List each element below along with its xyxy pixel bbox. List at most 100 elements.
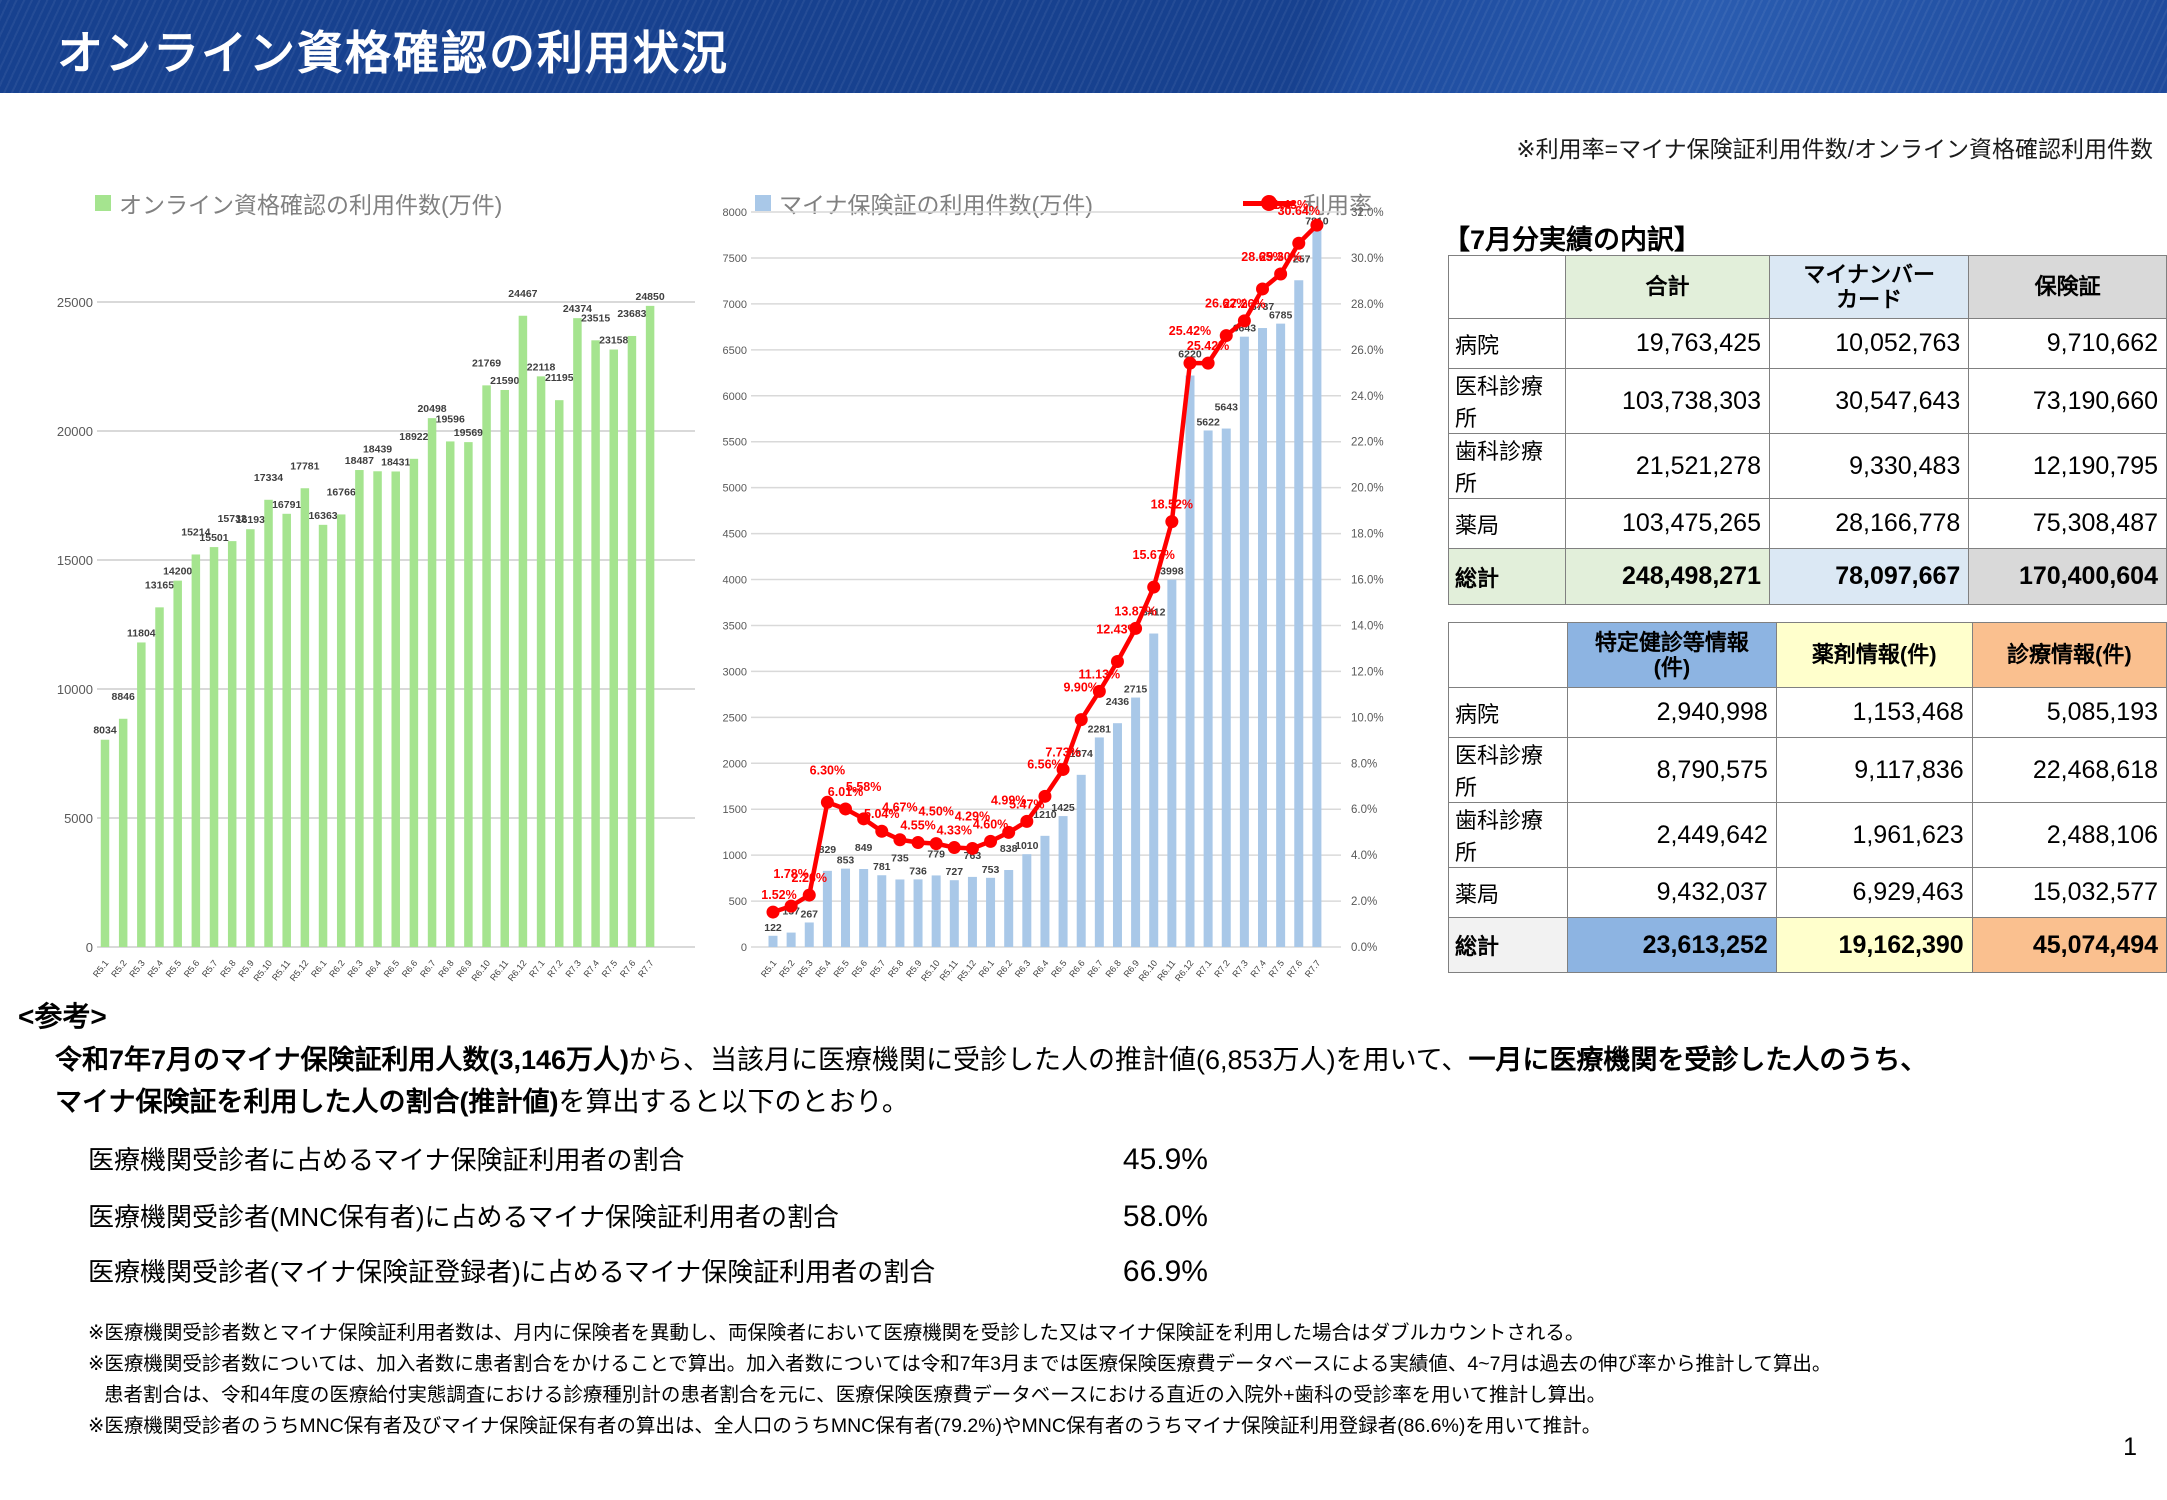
- row-label: 歯科診療所: [1447, 433, 1567, 499]
- rate-marker: [1165, 515, 1179, 529]
- bar-value-label: 1210: [1033, 809, 1057, 821]
- x-axis-tick-label: R6.10: [1137, 958, 1160, 983]
- y-axis-right-tick-label: 4.0%: [1351, 850, 1377, 862]
- rate-value-label: 1.52%: [761, 888, 796, 902]
- bar-value-label: 16766: [327, 486, 356, 498]
- y-axis-left-tick-label: 1000: [723, 850, 747, 862]
- bar-myna-usage: [1239, 336, 1249, 947]
- bar-myna-usage: [1276, 323, 1286, 947]
- bar-value-label: 3998: [1160, 566, 1184, 578]
- rate-value-label: 29.30%: [1259, 250, 1301, 264]
- x-axis-tick-label: R6.5: [382, 958, 402, 979]
- y-axis-tick-label: 20000: [57, 424, 93, 439]
- bar-value-label: 15214: [181, 526, 210, 538]
- x-axis-tick-label: R5.10: [919, 958, 942, 983]
- rate-marker: [1292, 236, 1306, 250]
- y-axis-right-tick-label: 22.0%: [1351, 437, 1384, 449]
- x-axis-tick-label: R7.7: [1303, 958, 1323, 979]
- ratio-value: 58.0%: [1122, 1200, 1208, 1233]
- col-header-checkup-info: 特定健診等情報 (件): [1567, 622, 1777, 688]
- table-row: 歯科診療所 2,449,642 1,961,623 2,488,106: [1447, 802, 2167, 868]
- online-confirmation-bar-chart: 0 5000 10000 15000 20000 25000 8034 8846 11804 13…: [57, 288, 695, 983]
- bar-online-confirmations: [246, 529, 255, 947]
- cell-value: 75,308,487: [1968, 498, 2167, 549]
- ratio-label: 医療機関受診者(マイナ保険証登録者)に占めるマイナ保険証利用者の割合: [88, 1257, 936, 1287]
- bar-myna-usage: [786, 932, 796, 947]
- rate-marker: [929, 837, 943, 851]
- x-axis-tick-label: R5.1: [759, 958, 779, 979]
- row-label: 病院: [1447, 687, 1569, 738]
- rate-value-label: 6.30%: [810, 763, 845, 777]
- header-stripes: [0, 0, 2167, 93]
- x-axis-tick-label: R6.6: [1067, 958, 1087, 979]
- x-axis-tick-label: R7.5: [1267, 958, 1287, 979]
- rate-marker: [820, 795, 834, 809]
- bar-myna-usage: [1258, 328, 1268, 947]
- breakdown-title: 【7月分実績の内訳】: [1443, 225, 1702, 255]
- x-axis-tick-label: R7.6: [1285, 958, 1305, 979]
- x-axis-tick-label: R5.12: [955, 958, 978, 983]
- footnote: 患者割合は、令和4年度の医療給付実態調査における診療種別計の患者割合を元に、医療…: [104, 1384, 1607, 1406]
- bar-value-label: 8034: [93, 725, 117, 737]
- rate-marker: [766, 905, 780, 919]
- rate-marker: [839, 802, 853, 816]
- bar-value-label: 853: [837, 855, 855, 867]
- bar-myna-usage: [1312, 229, 1322, 948]
- bar-value-label: 23158: [599, 335, 628, 347]
- row-label: 医科診療所: [1447, 737, 1569, 803]
- bar-value-label: 1425: [1051, 802, 1075, 814]
- bar-myna-usage: [804, 922, 814, 947]
- page-number: 1: [2123, 1433, 2137, 1461]
- cell-value: 73,190,660: [1968, 368, 2167, 434]
- bar-myna-usage: [841, 868, 851, 947]
- bar-online-confirmations: [336, 514, 346, 947]
- x-axis-tick-label: R5.7: [200, 958, 220, 979]
- table-row: 薬局 9,432,037 6,929,463 15,032,577: [1447, 867, 2167, 918]
- x-axis-tick-label: R6.1: [977, 958, 997, 979]
- x-axis-tick-label: R7.3: [563, 958, 583, 979]
- x-axis-tick-label: R6.10: [469, 958, 492, 983]
- x-axis-tick-label: R5.4: [145, 958, 165, 979]
- total-value: 19,162,390: [1775, 917, 1973, 973]
- col-header-mynumber-card: マイナンバー カード: [1768, 255, 1970, 319]
- bar-value-label: 753: [982, 864, 1000, 876]
- bar-online-confirmations: [282, 513, 291, 947]
- y-axis-right-tick-label: 0.0%: [1351, 942, 1377, 954]
- header-bar: [0, 0, 2167, 93]
- table-row: 医科診療所 8,790,575 9,117,836 22,468,618: [1447, 737, 2167, 803]
- x-axis-tick-label: R7.4: [1248, 958, 1268, 979]
- bar-online-confirmations: [155, 607, 164, 947]
- bar-value-label: 8846: [111, 691, 135, 703]
- bar-value-label: 15732: [218, 513, 247, 525]
- bar-value-label: 736: [909, 865, 927, 877]
- rate-value-label: 11.13%: [1078, 667, 1120, 681]
- bar-online-confirmations: [318, 524, 328, 947]
- rate-value-label: 1.78%: [773, 867, 808, 881]
- bar-online-confirmations: [118, 718, 128, 947]
- y-axis-right-tick-label: 20.0%: [1351, 483, 1384, 495]
- y-axis-left-tick-label: 2000: [723, 758, 747, 770]
- bar-value-label: 21769: [472, 357, 501, 369]
- cell-value: 103,475,265: [1565, 498, 1770, 549]
- ratio-value: 66.9%: [1122, 1255, 1208, 1288]
- corner-cell: [1447, 255, 1567, 319]
- bar-value-label: 267: [800, 908, 818, 920]
- y-axis-right-tick-label: 26.0%: [1351, 345, 1384, 357]
- y-axis-left-tick-label: 7500: [723, 253, 747, 265]
- bar-online-confirmations: [445, 441, 455, 947]
- bar-value-label: 19596: [436, 413, 465, 425]
- cell-value: 28,166,778: [1768, 498, 1970, 549]
- rate-marker: [784, 899, 798, 913]
- x-axis-tick-label: R5.1: [91, 958, 111, 979]
- intro-bold-3: マイナ保険証を利用した人の割合(推計値): [55, 1087, 559, 1117]
- bar-value-label: 22118: [527, 361, 556, 373]
- x-axis-tick-label: R7.3: [1230, 958, 1250, 979]
- legend-line-label: 利用率: [1303, 192, 1372, 218]
- x-axis-tick-label: R6.4: [1031, 958, 1051, 979]
- table-row: 薬局 103,475,265 28,166,778 75,308,487: [1447, 498, 2167, 549]
- bar-value-label: 2281: [1088, 723, 1112, 735]
- bar-value-label: 23683: [617, 308, 646, 320]
- table-row: 病院 2,940,998 1,153,468 5,085,193: [1447, 687, 2167, 738]
- bar-online-confirmations: [373, 471, 382, 947]
- intro-bold-1: 令和7年7月のマイナ保険証利用人数(3,146万人): [55, 1045, 630, 1075]
